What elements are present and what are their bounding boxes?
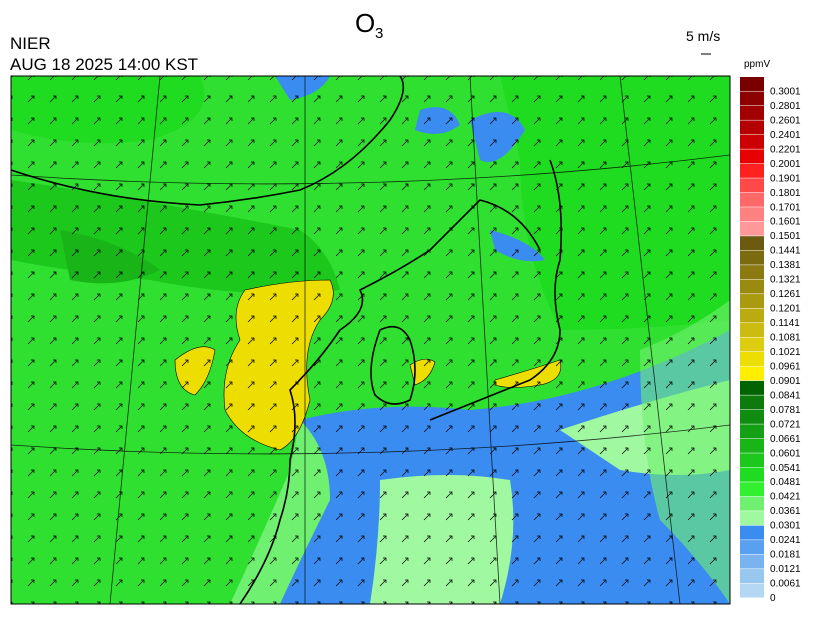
legend-label: 0.1501 — [770, 231, 801, 242]
legend-label: 0.2601 — [770, 115, 801, 126]
legend-swatch — [740, 409, 764, 424]
legend-label: 0.3001 — [770, 86, 801, 97]
legend-label: 0.0361 — [770, 506, 801, 517]
legend-swatch — [740, 279, 764, 294]
legend-label: 0.2001 — [770, 159, 801, 170]
legend-swatch — [740, 163, 764, 178]
legend-unit: ppmV — [744, 59, 770, 70]
legend-swatch — [740, 496, 764, 511]
legend-label: 0.1081 — [770, 333, 801, 344]
datetime: AUG 18 2025 14:00 KST — [10, 55, 198, 74]
legend-swatch — [740, 583, 764, 598]
legend-label: 0.0961 — [770, 361, 801, 372]
legend-swatch — [740, 149, 764, 164]
wind-vectors — [11, 76, 730, 604]
legend-swatch — [740, 192, 764, 207]
legend-label: 0.1261 — [770, 289, 801, 300]
legend-swatch — [740, 351, 764, 366]
legend-swatch — [740, 511, 764, 526]
legend-swatch — [740, 265, 764, 280]
legend-swatch — [740, 395, 764, 410]
legend-swatch — [740, 337, 764, 352]
legend-swatch — [740, 438, 764, 453]
legend-swatch — [740, 569, 764, 584]
legend-swatch — [740, 308, 764, 323]
legend: 0.3001 0.2801 0.2601 0.2401 0.2201 0.2001 0.19… — [740, 77, 801, 604]
legend-label: 0.0121 — [770, 564, 801, 575]
legend-swatch — [740, 236, 764, 251]
legend-label: 0.0661 — [770, 434, 801, 445]
legend-label: 0.0721 — [770, 419, 801, 430]
legend-swatch — [740, 453, 764, 468]
legend-swatch — [740, 482, 764, 497]
legend-swatch — [740, 554, 764, 569]
legend-label: 0.0061 — [770, 579, 801, 590]
legend-swatch — [740, 366, 764, 381]
legend-label: 0.1441 — [770, 246, 801, 257]
legend-label: 0.1201 — [770, 304, 801, 315]
title-subscript: 3 — [375, 25, 383, 42]
legend-swatch — [740, 91, 764, 106]
legend-label: 0.1021 — [770, 347, 801, 358]
legend-label: 0.0421 — [770, 492, 801, 503]
legend-swatch — [740, 221, 764, 236]
legend-label: 0.2801 — [770, 101, 801, 112]
legend-label: 0.2201 — [770, 144, 801, 155]
legend-label: 0.0841 — [770, 390, 801, 401]
legend-swatch — [740, 294, 764, 309]
legend-swatch — [740, 380, 764, 395]
legend-swatch — [740, 207, 764, 222]
legend-swatch — [740, 120, 764, 135]
legend-label: 0.0901 — [770, 376, 801, 387]
legend-label: 0.1801 — [770, 188, 801, 199]
legend-label: 0.1381 — [770, 260, 801, 271]
legend-label: 0.1601 — [770, 217, 801, 228]
title: O — [355, 8, 375, 38]
legend-swatch — [740, 467, 764, 482]
legend-label: 0.0301 — [770, 521, 801, 532]
legend-label: 0.0781 — [770, 405, 801, 416]
legend-label: 0.1701 — [770, 202, 801, 213]
legend-swatch — [740, 424, 764, 439]
map — [11, 76, 730, 604]
map-border — [10, 75, 731, 605]
legend-swatch — [740, 323, 764, 337]
legend-label: 0.0601 — [770, 448, 801, 459]
legend-swatch — [740, 250, 764, 265]
wind-scale-label: 5 m/s — [686, 28, 720, 44]
legend-label: 0.0241 — [770, 535, 801, 546]
legend-label: 0.0481 — [770, 477, 801, 488]
legend-label: 0.1901 — [770, 173, 801, 184]
legend-swatch — [740, 540, 764, 555]
legend-swatch — [740, 525, 764, 540]
legend-label: 0.0181 — [770, 550, 801, 561]
legend-swatch — [740, 105, 764, 120]
legend-label: 0.2401 — [770, 130, 801, 141]
legend-label: 0 — [770, 593, 776, 604]
legend-swatch — [740, 134, 764, 149]
agency: NIER — [10, 34, 51, 53]
legend-label: 0.1321 — [770, 275, 801, 286]
legend-label: 0.0541 — [770, 463, 801, 474]
legend-label: 0.1141 — [770, 318, 800, 329]
legend-swatch — [740, 77, 764, 91]
legend-swatch — [740, 178, 764, 193]
